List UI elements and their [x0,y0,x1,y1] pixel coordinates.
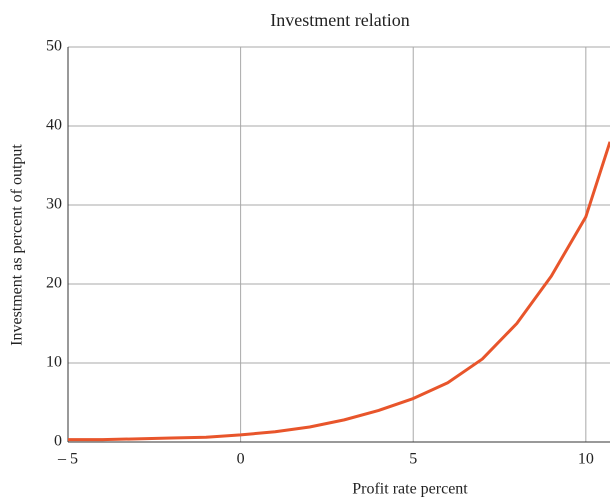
x-tick-label: 5 [409,451,417,468]
y-tick-label: 10 [46,354,62,371]
y-tick-label: 40 [46,117,62,134]
data-line [68,141,610,442]
x-tick-label: – 5 [57,451,78,468]
y-tick-label: 20 [46,275,62,292]
x-tick-label: 0 [237,451,245,468]
y-tick-label: 0 [54,433,62,450]
y-axis-label: Investment as percent of output [9,144,26,346]
x-axis-label: Profit rate percent [352,481,468,498]
y-tick-label: 50 [46,38,62,55]
chart-title: Investment relation [270,10,409,30]
x-tick-label: 10 [578,451,594,468]
y-tick-label: 30 [46,196,62,213]
